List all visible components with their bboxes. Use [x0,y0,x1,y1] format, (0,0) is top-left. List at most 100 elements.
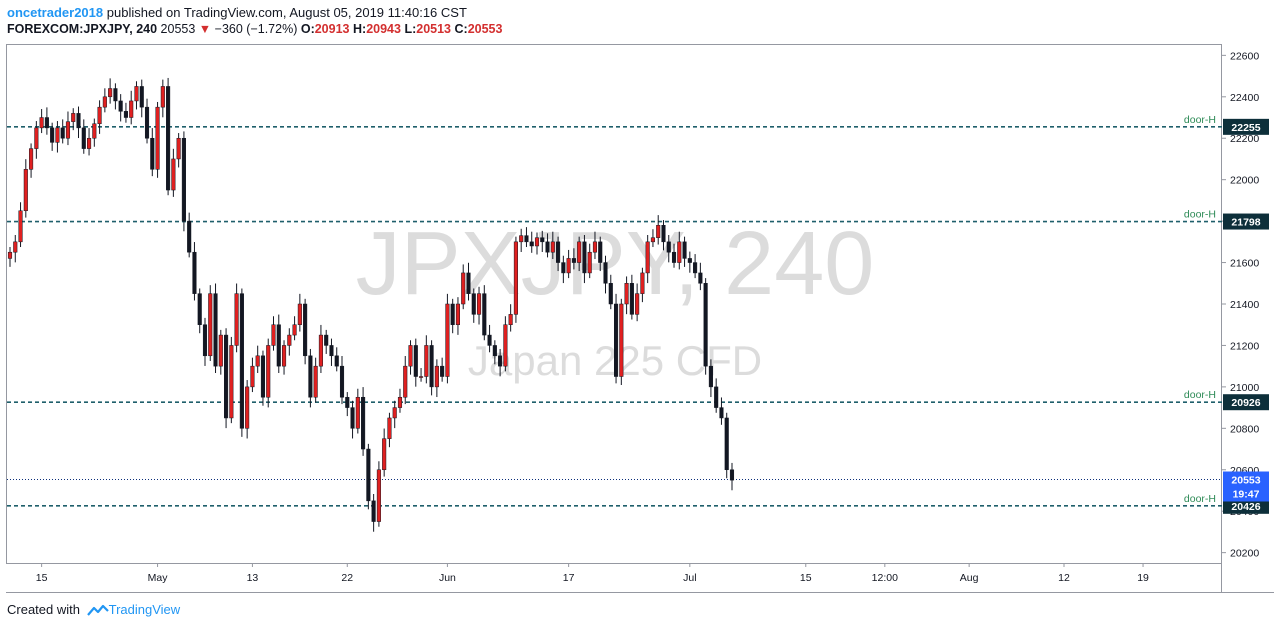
candle-body [666,241,671,253]
candle-body [698,272,703,284]
candle-body [345,396,350,408]
candle-body [582,241,587,274]
candle-body [640,272,645,294]
candle-body [482,293,487,336]
price-tags: 22255 21798 20926 20426 20553 19:47 [1223,118,1269,514]
candle-body [703,283,708,367]
candle-body [387,417,392,439]
candle-body [160,86,165,108]
candle-body [424,345,429,377]
candle-body [714,386,719,408]
tradingview-brand[interactable]: TradingView [108,602,181,617]
candle-body [276,324,281,367]
candle-body [129,100,134,118]
candle-body [171,158,176,191]
candle-body [382,438,387,471]
x-tick-label: 15 [36,572,48,584]
candle-body [155,106,160,170]
countdown-value: 19:47 [1233,488,1260,500]
levels-layer: door-H door-H door-H door-H [7,114,1222,507]
candle-body [598,241,603,263]
candle-body [208,293,213,357]
y-tick-label: 21400 [1230,299,1259,311]
candle-body [144,106,150,139]
x-tick-label: Jul [683,572,696,584]
level-price-value: 21798 [1231,217,1260,229]
y-tick-label: 21600 [1230,258,1259,270]
candle-body [218,334,223,367]
candle-body [508,314,513,325]
level-price-box [1223,394,1269,411]
candle-body [513,241,518,315]
candle-body [403,365,408,398]
candle-body [292,324,297,336]
candle-body [487,334,492,346]
candle-body [334,355,339,367]
last-price-value: 20553 [1231,474,1260,486]
candle-body [392,407,397,419]
low-value: 20513 [416,22,452,36]
candle-body [192,251,197,294]
x-tick-label: 15 [800,572,812,584]
level-label: door-H [1184,389,1216,401]
candle-body [308,355,313,398]
change-value: −360 (−1.72%) [214,22,298,36]
author-link[interactable]: oncetrader2018 [7,5,104,20]
high-label: H: [352,22,367,36]
candle-body [287,334,292,346]
candle-body [71,113,76,122]
candle-body [303,303,308,357]
level-price-box [1223,213,1269,230]
candle-body [429,345,434,388]
high-value: 20943 [366,22,401,36]
candle-body [118,100,123,112]
candle-body [492,345,497,357]
candle-body [76,113,81,129]
candle-body [29,148,34,170]
candle-body [650,237,655,243]
footer: Created with TradingView [7,602,180,618]
candle-body [339,365,345,398]
candle-body [18,210,23,243]
candle-body [324,334,329,346]
close-label: C: [454,22,468,36]
x-tick-label: Jun [439,572,456,584]
candle-body [656,225,661,238]
candle-body [150,137,155,170]
candle-body [250,365,255,388]
time-axis[interactable]: 15 May 13 22 Jun 17 Jul 15 12:00 Aug 12 19 [36,563,1149,584]
candle-body [23,169,28,212]
x-tick-label: 12:00 [872,572,898,584]
candle-body [529,241,534,247]
candle-body [624,283,629,305]
y-tick-label: 22200 [1230,133,1259,145]
candle-body [719,407,724,419]
candle-body [592,241,598,253]
candle-body [682,241,687,259]
level-price-box [1223,497,1269,514]
candle-body [329,345,334,357]
candle-body [313,365,318,398]
level-label: door-H [1184,209,1216,221]
level-price-box [1223,118,1269,135]
candle-body [123,111,128,118]
x-tick-label: 13 [247,572,259,584]
down-arrow-icon: ▼ [198,22,212,36]
candle-body [693,262,698,274]
symbol-label: FOREXCOM:JPXJPY, 240 [7,22,158,36]
candle-body [519,235,524,243]
candle-body [7,251,13,259]
candle-body [524,235,529,243]
x-tick-label: 12 [1058,572,1070,584]
candle-body [87,137,92,149]
candle-body [661,225,666,243]
candle-body [587,251,592,274]
candle-body [13,241,18,253]
candle-body [366,448,371,502]
candle-body [371,500,376,522]
candle-body [545,241,550,253]
candle-body [113,88,118,102]
candle-body [577,241,582,263]
created-with-label: Created with [7,602,80,617]
